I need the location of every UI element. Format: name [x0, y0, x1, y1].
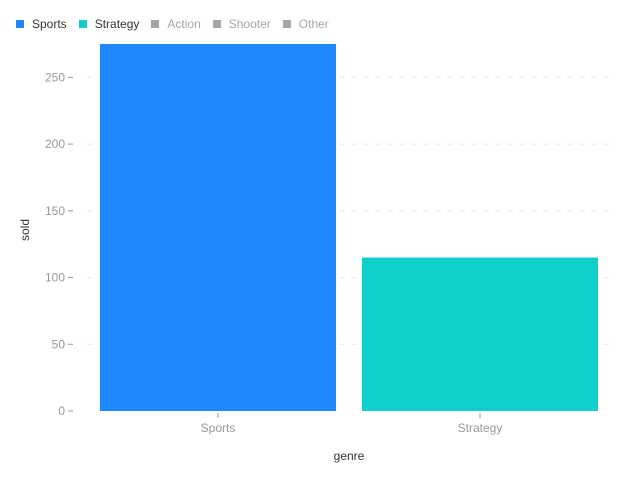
- y-axis: 0 50 100 150 200 250: [45, 70, 73, 418]
- legend-swatch-action: [151, 20, 160, 28]
- y-tick-label: 0: [58, 404, 65, 418]
- legend-item-strategy[interactable]: Strategy: [78, 17, 140, 31]
- legend-item-action[interactable]: Action: [151, 17, 201, 31]
- legend-swatch-strategy: [78, 20, 87, 28]
- legend-swatch-other: [282, 20, 291, 28]
- legend-swatch-shooter: [212, 20, 221, 28]
- legend-label-shooter: Shooter: [228, 17, 271, 31]
- y-tick-label: 250: [45, 70, 65, 84]
- y-tick-label: 100: [45, 271, 65, 285]
- legend-item-shooter[interactable]: Shooter: [212, 17, 271, 31]
- bar-strategy[interactable]: [362, 257, 598, 411]
- legend-label-action: Action: [167, 17, 201, 31]
- y-tick-label: 50: [52, 337, 66, 351]
- legend-swatch-sports: [16, 20, 24, 28]
- x-axis: Sports Strategy: [201, 413, 503, 435]
- legend-item-other[interactable]: Other: [282, 17, 329, 31]
- y-tick-label: 150: [45, 204, 65, 218]
- y-axis-label: sold: [18, 219, 32, 241]
- legend-label-strategy: Strategy: [94, 17, 140, 31]
- bar-sports[interactable]: [100, 44, 336, 411]
- legend-label-other: Other: [298, 17, 329, 31]
- bars: [100, 44, 598, 411]
- x-tick-label: Sports: [201, 421, 236, 435]
- x-axis-label: genre: [334, 449, 365, 463]
- legend-label-sports: Sports: [32, 17, 67, 31]
- legend-item-sports[interactable]: Sports: [16, 17, 67, 31]
- y-tick-label: 200: [45, 137, 65, 151]
- chart-legend: Sports Strategy Action Shooter Other: [16, 16, 341, 32]
- x-tick-label: Strategy: [458, 421, 503, 435]
